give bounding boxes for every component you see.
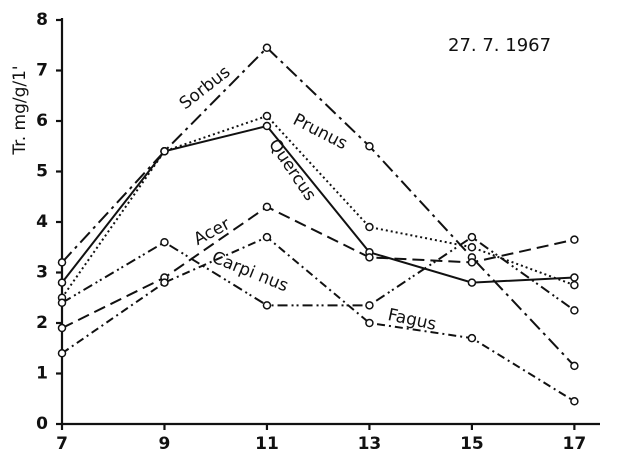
x-tick-label: 7 bbox=[56, 434, 68, 454]
data-point bbox=[467, 258, 477, 267]
series-line bbox=[61, 46, 576, 367]
x-tick-label: 17 bbox=[563, 434, 587, 454]
y-tick-label: 1 bbox=[36, 364, 48, 384]
x-tick-label: 11 bbox=[255, 434, 279, 454]
y-tick-label: 6 bbox=[36, 111, 48, 131]
series-line bbox=[61, 235, 575, 312]
data-point bbox=[570, 397, 579, 406]
data-point bbox=[570, 273, 579, 282]
x-tick-label: 13 bbox=[358, 434, 382, 454]
data-point bbox=[365, 253, 374, 262]
y-tick-label: 8 bbox=[36, 10, 48, 30]
data-point bbox=[262, 232, 272, 242]
data-point bbox=[262, 301, 272, 310]
data-point bbox=[262, 121, 272, 131]
data-point bbox=[365, 142, 374, 151]
data-point bbox=[570, 361, 579, 371]
data-point bbox=[365, 301, 374, 310]
y-tick-label: 5 bbox=[36, 162, 48, 182]
series-line bbox=[61, 124, 575, 284]
data-point bbox=[57, 258, 67, 267]
y-tick-label: 4 bbox=[36, 212, 48, 232]
data-point bbox=[467, 278, 477, 287]
data-point bbox=[365, 318, 374, 328]
data-point bbox=[365, 222, 374, 232]
data-point bbox=[467, 333, 477, 343]
data-point bbox=[57, 323, 67, 333]
series-line bbox=[61, 114, 575, 299]
y-tick-label: 3 bbox=[36, 263, 48, 283]
x-tick-label: 15 bbox=[460, 434, 484, 454]
data-point bbox=[57, 278, 67, 287]
data-point bbox=[262, 43, 272, 53]
series-line bbox=[61, 235, 575, 403]
x-tick-label: 9 bbox=[159, 434, 171, 454]
y-tick-label: 7 bbox=[36, 61, 48, 81]
data-point bbox=[57, 349, 67, 358]
series-line bbox=[61, 205, 575, 329]
y-axis-label: Tr. mg/g/1' bbox=[10, 65, 30, 155]
data-point bbox=[160, 278, 169, 287]
data-point bbox=[467, 243, 477, 252]
series-label: Prunus bbox=[290, 110, 351, 154]
y-tick-label: 2 bbox=[36, 313, 48, 333]
data-point bbox=[262, 111, 272, 121]
annotation: 27. 7. 1967 bbox=[448, 35, 551, 56]
series-label: Sorbus bbox=[176, 62, 235, 114]
data-point bbox=[160, 147, 169, 156]
data-point bbox=[570, 280, 579, 290]
data-point bbox=[262, 202, 272, 212]
series-label: Fagus bbox=[386, 305, 438, 335]
data-point bbox=[467, 232, 477, 242]
data-point bbox=[570, 306, 579, 315]
series-label: Carpi nus bbox=[209, 248, 291, 297]
data-point bbox=[57, 298, 67, 308]
data-point bbox=[570, 235, 579, 244]
series-label: Quercus bbox=[264, 135, 320, 205]
data-point bbox=[160, 237, 169, 247]
y-tick-label: 0 bbox=[36, 414, 48, 434]
